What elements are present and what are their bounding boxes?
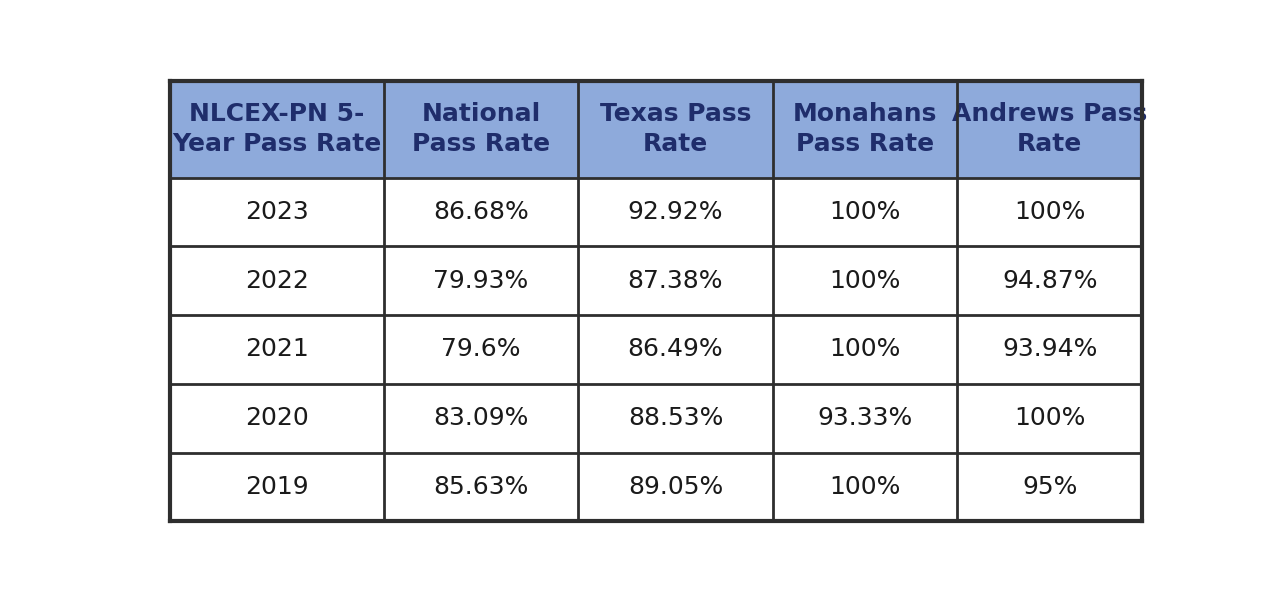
Text: 89.05%: 89.05% (627, 475, 723, 499)
Text: 93.33%: 93.33% (818, 406, 913, 430)
Text: 100%: 100% (1014, 406, 1085, 430)
Text: Texas Pass
Rate: Texas Pass Rate (600, 103, 751, 156)
Text: 100%: 100% (829, 337, 901, 361)
Text: Monahans
Pass Rate: Monahans Pass Rate (792, 103, 937, 156)
Text: 85.63%: 85.63% (434, 475, 529, 499)
Text: 83.09%: 83.09% (434, 406, 529, 430)
Text: 2019: 2019 (244, 475, 308, 499)
Text: 88.53%: 88.53% (627, 406, 723, 430)
Text: 79.93%: 79.93% (434, 269, 529, 293)
Text: 93.94%: 93.94% (1002, 337, 1097, 361)
Text: 2021: 2021 (244, 337, 308, 361)
Text: 95%: 95% (1021, 475, 1078, 499)
Text: 2020: 2020 (244, 406, 308, 430)
Text: 2023: 2023 (244, 200, 308, 224)
Text: 87.38%: 87.38% (627, 269, 723, 293)
Text: 92.92%: 92.92% (627, 200, 723, 224)
Text: 86.49%: 86.49% (627, 337, 723, 361)
Text: NLCEX-PN 5-
Year Pass Rate: NLCEX-PN 5- Year Pass Rate (173, 103, 381, 156)
Text: 100%: 100% (829, 475, 901, 499)
Text: 100%: 100% (829, 200, 901, 224)
Text: 86.68%: 86.68% (433, 200, 529, 224)
Text: 79.6%: 79.6% (442, 337, 521, 361)
Text: 100%: 100% (1014, 200, 1085, 224)
Text: National
Pass Rate: National Pass Rate (412, 103, 550, 156)
Text: 94.87%: 94.87% (1002, 269, 1097, 293)
Text: Andrews Pass
Rate: Andrews Pass Rate (952, 103, 1147, 156)
Text: 2022: 2022 (244, 269, 308, 293)
Text: 100%: 100% (829, 269, 901, 293)
